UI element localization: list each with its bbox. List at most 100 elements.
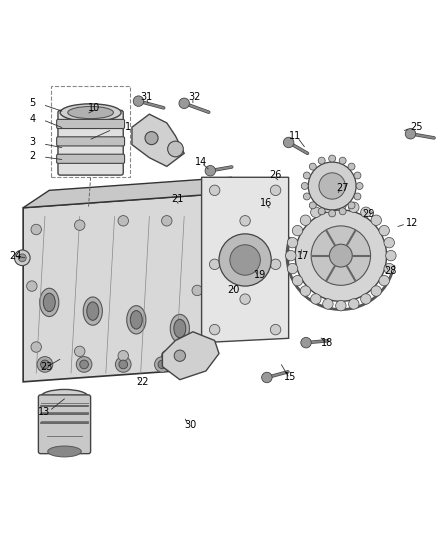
Circle shape [31, 224, 42, 235]
Text: 21: 21 [171, 194, 184, 204]
Circle shape [371, 286, 381, 296]
Circle shape [209, 185, 220, 196]
Circle shape [384, 263, 395, 274]
Circle shape [354, 172, 361, 179]
Text: 29: 29 [363, 209, 375, 219]
Circle shape [76, 357, 92, 372]
Circle shape [349, 298, 359, 309]
Circle shape [311, 207, 321, 217]
Circle shape [287, 263, 298, 274]
Text: 15: 15 [284, 373, 297, 383]
FancyBboxPatch shape [39, 395, 91, 454]
Circle shape [37, 357, 53, 372]
Ellipse shape [41, 390, 88, 405]
Circle shape [311, 294, 321, 304]
Text: 25: 25 [410, 122, 423, 132]
Circle shape [336, 200, 346, 211]
Text: 28: 28 [385, 266, 397, 276]
Circle shape [162, 215, 172, 226]
Text: 16: 16 [260, 198, 272, 208]
Circle shape [18, 254, 26, 262]
Circle shape [168, 141, 184, 157]
Circle shape [158, 360, 167, 369]
Text: 17: 17 [297, 251, 310, 261]
Text: 31: 31 [141, 92, 153, 102]
Circle shape [336, 301, 346, 311]
Polygon shape [132, 114, 184, 166]
Circle shape [286, 251, 296, 261]
Circle shape [301, 182, 308, 189]
Circle shape [118, 351, 128, 361]
Text: 10: 10 [88, 103, 101, 112]
Circle shape [270, 259, 281, 270]
Circle shape [309, 202, 316, 209]
Circle shape [301, 337, 311, 348]
Text: 24: 24 [9, 251, 21, 261]
FancyBboxPatch shape [58, 110, 123, 175]
Circle shape [405, 128, 416, 139]
Circle shape [162, 351, 172, 361]
Circle shape [179, 98, 189, 109]
Ellipse shape [170, 314, 189, 343]
Circle shape [295, 210, 387, 301]
Circle shape [209, 325, 220, 335]
Circle shape [205, 166, 215, 176]
Circle shape [356, 182, 363, 189]
Text: 12: 12 [406, 218, 419, 228]
Polygon shape [23, 195, 206, 382]
Circle shape [386, 251, 396, 261]
Text: 3: 3 [30, 138, 36, 148]
Circle shape [292, 276, 303, 286]
Circle shape [323, 202, 333, 213]
Circle shape [240, 215, 251, 226]
Circle shape [354, 193, 361, 200]
Circle shape [349, 202, 359, 213]
Circle shape [145, 132, 158, 144]
Circle shape [209, 259, 220, 270]
Circle shape [379, 276, 389, 286]
Circle shape [283, 137, 294, 148]
Circle shape [230, 245, 260, 275]
Circle shape [27, 281, 37, 292]
FancyBboxPatch shape [57, 154, 124, 163]
Circle shape [323, 298, 333, 309]
Circle shape [74, 346, 85, 357]
Text: 19: 19 [254, 270, 266, 280]
Circle shape [300, 286, 311, 296]
Ellipse shape [60, 104, 121, 121]
Text: 22: 22 [136, 377, 149, 387]
Circle shape [219, 234, 271, 286]
Ellipse shape [87, 302, 99, 320]
Circle shape [309, 163, 316, 170]
Circle shape [319, 173, 345, 199]
Circle shape [31, 342, 42, 352]
Text: 30: 30 [184, 421, 196, 430]
Circle shape [292, 225, 303, 236]
Circle shape [311, 226, 371, 285]
Circle shape [360, 207, 371, 217]
Circle shape [384, 237, 395, 248]
Text: 27: 27 [336, 183, 349, 193]
Circle shape [287, 237, 298, 248]
Polygon shape [162, 332, 219, 379]
Bar [51, 86, 130, 177]
Ellipse shape [174, 319, 186, 338]
Circle shape [339, 157, 346, 164]
Ellipse shape [48, 446, 81, 457]
Circle shape [155, 357, 170, 372]
Circle shape [174, 350, 185, 361]
Circle shape [339, 208, 346, 215]
Circle shape [300, 215, 311, 225]
Circle shape [348, 163, 355, 170]
Circle shape [270, 325, 281, 335]
Circle shape [192, 285, 202, 296]
Text: 18: 18 [321, 338, 333, 348]
Text: 14: 14 [195, 157, 207, 167]
Circle shape [360, 294, 371, 304]
Ellipse shape [127, 305, 146, 334]
Ellipse shape [83, 297, 102, 325]
Circle shape [318, 208, 325, 215]
Text: 2: 2 [30, 150, 36, 160]
Circle shape [304, 193, 310, 200]
Polygon shape [23, 177, 232, 208]
